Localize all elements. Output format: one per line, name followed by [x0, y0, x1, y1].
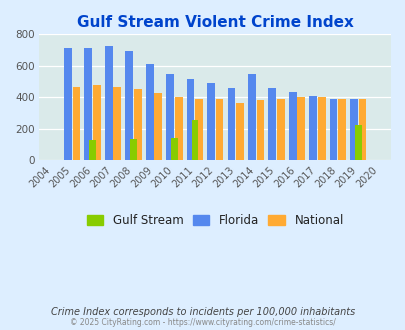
- Bar: [349, 99, 357, 160]
- Bar: [134, 89, 141, 160]
- Bar: [354, 125, 361, 160]
- Bar: [235, 103, 243, 160]
- Bar: [174, 97, 182, 160]
- Bar: [113, 87, 121, 160]
- Bar: [337, 99, 345, 160]
- Bar: [72, 87, 80, 160]
- Bar: [104, 46, 112, 160]
- Bar: [89, 140, 96, 160]
- Bar: [215, 99, 223, 160]
- Bar: [93, 85, 100, 160]
- Bar: [288, 92, 296, 160]
- Text: © 2025 CityRating.com - https://www.cityrating.com/crime-statistics/: © 2025 CityRating.com - https://www.city…: [70, 318, 335, 327]
- Bar: [268, 88, 275, 160]
- Bar: [195, 99, 202, 160]
- Bar: [191, 120, 198, 160]
- Bar: [145, 64, 153, 160]
- Bar: [297, 97, 305, 160]
- Title: Gulf Stream Violent Crime Index: Gulf Stream Violent Crime Index: [77, 15, 353, 30]
- Bar: [317, 97, 325, 160]
- Bar: [154, 93, 162, 160]
- Bar: [227, 88, 234, 160]
- Bar: [166, 74, 173, 160]
- Bar: [358, 99, 366, 160]
- Bar: [64, 48, 72, 160]
- Bar: [130, 139, 136, 160]
- Bar: [309, 96, 316, 160]
- Text: Crime Index corresponds to incidents per 100,000 inhabitants: Crime Index corresponds to incidents per…: [51, 307, 354, 317]
- Bar: [186, 79, 194, 160]
- Bar: [276, 99, 284, 160]
- Bar: [256, 100, 264, 160]
- Bar: [125, 51, 133, 160]
- Bar: [207, 83, 214, 160]
- Bar: [84, 48, 92, 160]
- Bar: [171, 138, 177, 160]
- Bar: [247, 74, 255, 160]
- Legend: Gulf Stream, Florida, National: Gulf Stream, Florida, National: [84, 212, 345, 229]
- Bar: [329, 99, 337, 160]
